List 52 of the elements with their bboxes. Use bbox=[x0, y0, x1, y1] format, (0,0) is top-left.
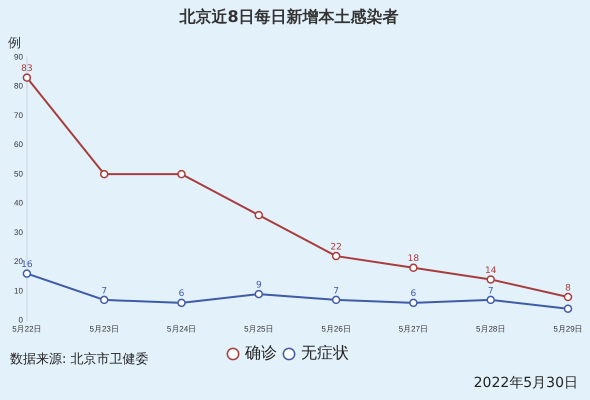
data-label: 18 bbox=[408, 254, 420, 264]
y-tick-label: 10 bbox=[14, 286, 24, 296]
point bbox=[409, 264, 418, 272]
legend-label: 无症状 bbox=[301, 343, 349, 362]
point bbox=[564, 304, 572, 313]
x-tick-label: 5月25日 bbox=[244, 324, 274, 334]
x-tick-label: 5月23日 bbox=[90, 324, 119, 334]
x-tick-label: 5月27日 bbox=[398, 324, 428, 334]
data-label: 22 bbox=[330, 242, 342, 252]
x-tick-label: 5月26日 bbox=[321, 324, 351, 334]
chart-title: 北京近8日每日新增本土感染者 bbox=[178, 6, 399, 26]
point bbox=[100, 170, 108, 178]
point bbox=[22, 269, 32, 278]
data-label: 6 bbox=[178, 289, 185, 300]
y-tick-label: 50 bbox=[14, 169, 24, 178]
data-label: 8 bbox=[565, 283, 572, 294]
x-tick-label: 5月29日 bbox=[553, 324, 583, 334]
point bbox=[409, 298, 418, 308]
y-tick-label: 70 bbox=[14, 110, 24, 120]
y-tick-label: 80 bbox=[14, 82, 24, 91]
data-label: 16 bbox=[21, 260, 33, 270]
point bbox=[254, 290, 264, 298]
y-tick-label: 90 bbox=[14, 52, 24, 62]
point bbox=[332, 296, 340, 304]
data-label: 7 bbox=[333, 286, 339, 296]
point bbox=[254, 210, 264, 220]
y-tick-label: 40 bbox=[14, 198, 24, 208]
source-note: 数据来源: 北京市卫健委 bbox=[10, 351, 149, 368]
data-label: 14 bbox=[484, 266, 497, 276]
text: 2022年5月30日 bbox=[474, 374, 578, 392]
point bbox=[332, 252, 340, 260]
data-label: 7 bbox=[488, 286, 494, 296]
point bbox=[177, 298, 186, 308]
point bbox=[22, 73, 32, 82]
data-label: 9 bbox=[256, 280, 262, 290]
y-tick-label: 20 bbox=[14, 257, 24, 266]
y-axis-title: 例 bbox=[8, 35, 21, 52]
x-tick-label: 5月24日 bbox=[166, 324, 196, 334]
y-tick-label: 0 bbox=[18, 316, 24, 325]
point bbox=[564, 292, 572, 302]
y-tick-label: 60 bbox=[14, 140, 24, 150]
point bbox=[177, 170, 186, 178]
point bbox=[486, 275, 495, 284]
legend-label: 确诊 bbox=[244, 343, 277, 362]
data-label: 7 bbox=[101, 286, 108, 296]
data-label: 83 bbox=[21, 64, 33, 74]
x-tick-label: 5月22日 bbox=[12, 324, 42, 334]
point bbox=[486, 296, 495, 304]
point bbox=[100, 296, 108, 304]
x-tick-label: 5月28日 bbox=[476, 324, 506, 334]
data-label: 6 bbox=[410, 289, 417, 300]
y-tick-label: 30 bbox=[14, 228, 24, 237]
